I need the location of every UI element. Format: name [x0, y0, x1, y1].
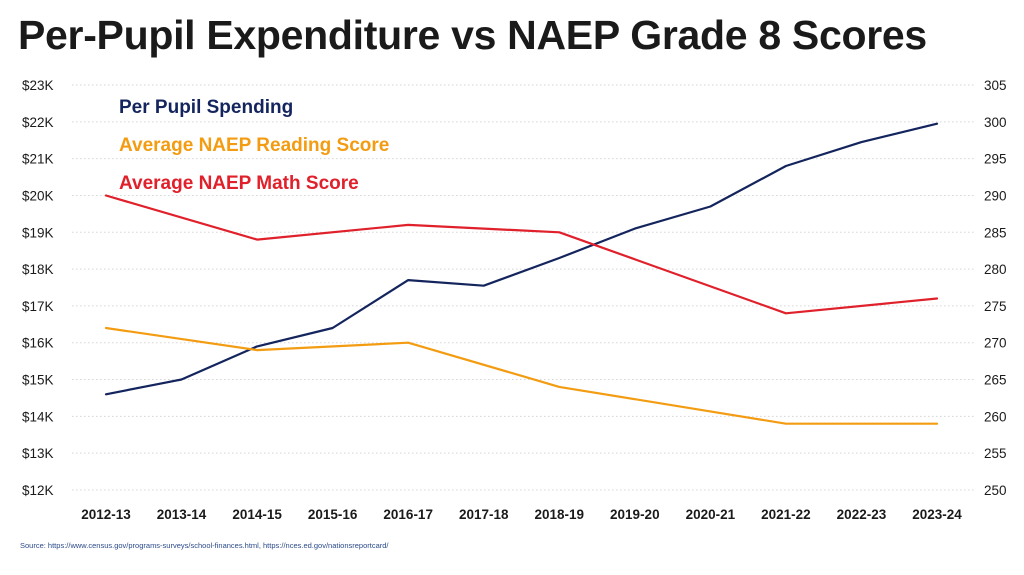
left-tick-label: $21K: [22, 152, 54, 167]
right-tick-label: 260: [984, 409, 1007, 424]
right-tick-label: 255: [984, 446, 1007, 461]
x-tick-label: 2012-13: [81, 507, 131, 522]
left-tick-label: $23K: [22, 78, 54, 93]
gridlines: [72, 84, 975, 491]
left-tick-label: $17K: [22, 299, 54, 314]
legend-entry-per-pupil-spending: Per Pupil Spending: [119, 97, 293, 118]
series-lines: [104, 122, 939, 425]
left-axis: $12K $13K $14K $15K $16K $17K $18K $19K $20K $21K…: [22, 78, 54, 498]
x-tick-label: 2020-21: [686, 507, 736, 522]
left-tick-label: $19K: [22, 225, 54, 240]
right-tick-label: 290: [984, 188, 1007, 203]
right-tick-label: 305: [984, 78, 1007, 93]
left-tick-label: $22K: [22, 115, 54, 130]
x-tick-label: 2015-16: [308, 507, 358, 522]
right-tick-label: 295: [984, 152, 1007, 167]
series-line-average-naep-math-score: [104, 194, 939, 315]
x-tick-label: 2023-24: [912, 507, 962, 522]
series-line-per-pupil-spending: [104, 122, 939, 396]
right-tick-label: 250: [984, 483, 1007, 498]
x-tick-label: 2019-20: [610, 507, 660, 522]
x-tick-label: 2013-14: [157, 507, 207, 522]
right-tick-label: 275: [984, 299, 1007, 314]
left-tick-label: $18K: [22, 262, 54, 277]
left-tick-label: $20K: [22, 188, 54, 203]
chart-title: Per-Pupil Expenditure vs NAEP Grade 8 Sc…: [18, 12, 927, 58]
x-axis: 2012-13 2013-14 2014-15 2015-16 2016-17 2017-…: [81, 507, 962, 522]
series-line-average-naep-reading-score: [104, 326, 939, 425]
x-tick-label: 2016-17: [383, 507, 433, 522]
right-tick-label: 285: [984, 225, 1007, 240]
right-tick-label: 265: [984, 373, 1007, 388]
left-tick-label: $16K: [22, 336, 54, 351]
x-tick-label: 2014-15: [232, 507, 282, 522]
x-tick-label: 2017-18: [459, 507, 509, 522]
legend-entry-average-naep-math-score: Average NAEP Math Score: [119, 173, 359, 194]
x-tick-label: 2022-23: [837, 507, 887, 522]
x-tick-label: 2021-22: [761, 507, 811, 522]
right-axis: 250 255 260 265 270 275 280 285 290 295 300 305: [984, 78, 1007, 498]
x-tick-label: 2018-19: [534, 507, 584, 522]
legend-entry-average-naep-reading-score: Average NAEP Reading Score: [119, 135, 389, 156]
left-tick-label: $13K: [22, 446, 54, 461]
left-tick-label: $15K: [22, 373, 54, 388]
left-tick-label: $12K: [22, 483, 54, 498]
left-tick-label: $14K: [22, 409, 54, 424]
source-note: Source: https://www.census.gov/programs-…: [20, 541, 389, 550]
right-tick-label: 300: [984, 115, 1007, 130]
legend: Per Pupil Spending Average NAEP Reading S…: [119, 97, 389, 194]
right-tick-label: 270: [984, 336, 1007, 351]
right-tick-label: 280: [984, 262, 1007, 277]
